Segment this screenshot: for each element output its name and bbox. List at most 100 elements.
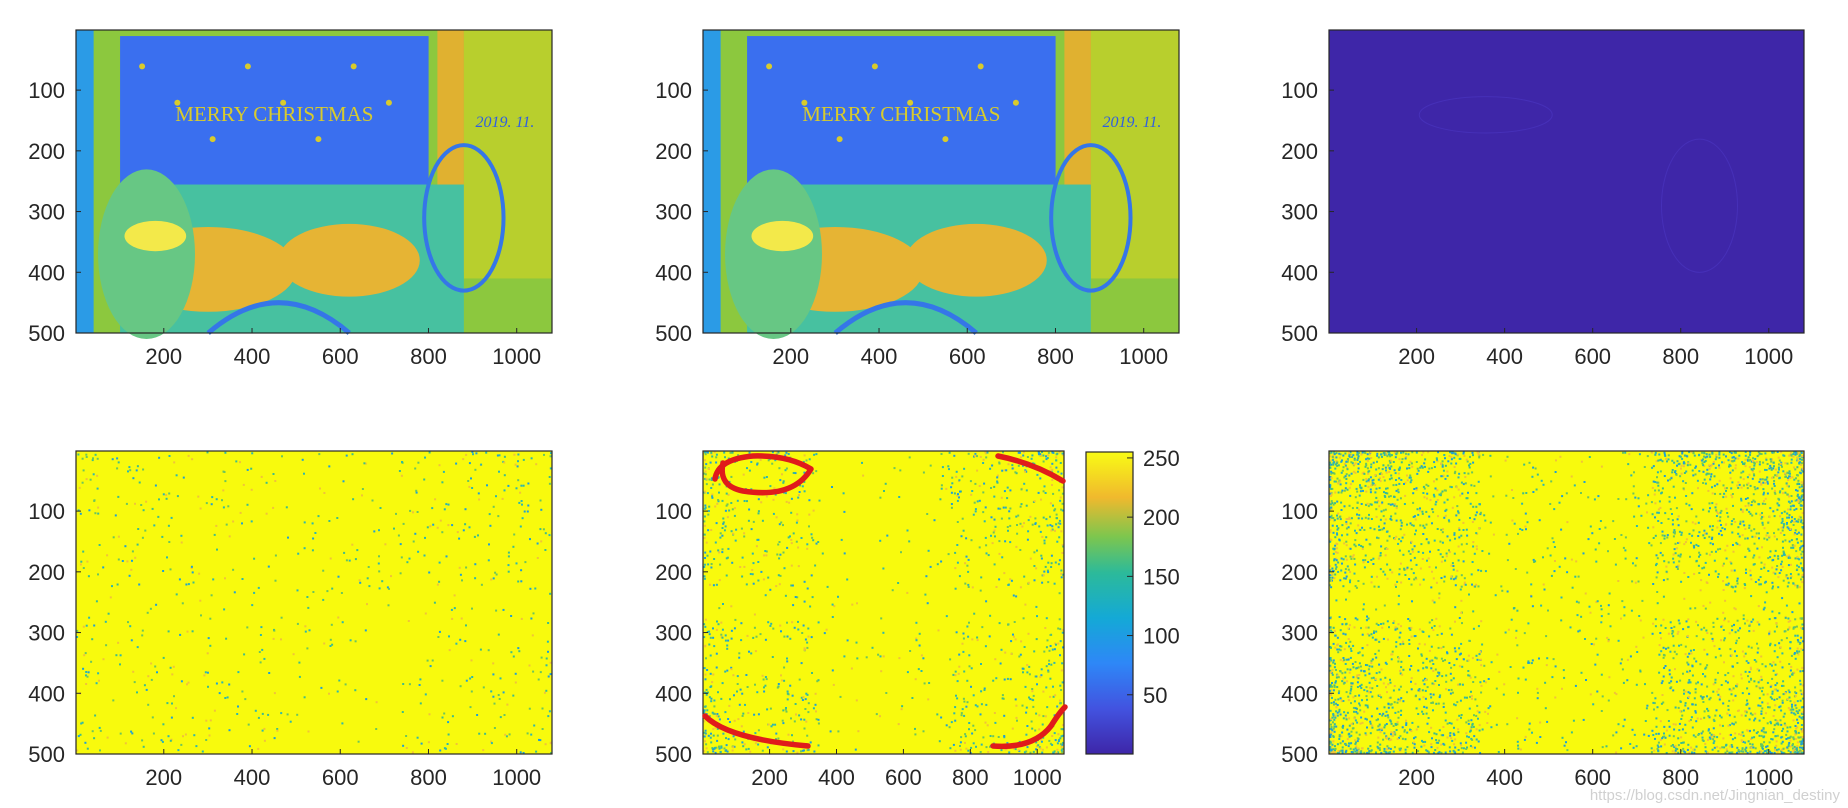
noise-pixel (825, 628, 828, 631)
noise-pixel (162, 656, 165, 659)
noise-pixel (1350, 682, 1353, 685)
noise-pixel (706, 554, 709, 557)
noise-pixel (1356, 506, 1359, 509)
noise-pixel (1691, 751, 1693, 754)
noise-pixel (259, 634, 262, 636)
noise-pixel (753, 613, 756, 616)
noise-pixel (1400, 581, 1403, 584)
noise-pixel (1422, 551, 1425, 554)
y-tick-label: 500 (655, 321, 692, 346)
noise-pixel (948, 468, 950, 471)
noise-pixel (774, 723, 777, 726)
noise-pixel (514, 681, 517, 684)
noise-pixel (1720, 534, 1723, 537)
noise-pixel (1422, 667, 1425, 670)
noise-pixel (1351, 480, 1354, 483)
noise-pixel (1779, 705, 1782, 708)
noise-pixel (1047, 561, 1050, 564)
noise-pixel (1678, 644, 1680, 647)
noise-pixel (167, 524, 170, 527)
noise-pixel (1365, 480, 1368, 483)
noise-pixel (1749, 729, 1751, 732)
noise-pixel (815, 470, 818, 473)
panel-top-middle: MERRY CHRISTMAS 2019. 11.200 400 600 800 1000… (655, 29, 1180, 369)
noise-pixel (1793, 466, 1795, 469)
noise-pixel (721, 636, 724, 639)
noise-pixel (1012, 633, 1014, 636)
noise-pixel (1375, 468, 1378, 471)
noise-pixel (1330, 702, 1333, 704)
noise-pixel (471, 451, 474, 453)
noise-pixel (1042, 460, 1045, 463)
noise-pixel (388, 587, 390, 590)
noise-pixel (1517, 744, 1519, 747)
noise-pixel (764, 638, 767, 641)
noise-pixel (1658, 644, 1661, 647)
noise-pixel (1366, 459, 1369, 462)
noise-pixel (727, 639, 730, 642)
scene-left-strip (76, 30, 94, 333)
noise-pixel (1694, 711, 1697, 714)
noise-pixel (882, 655, 885, 658)
noise-pixel (1061, 751, 1064, 753)
noise-pixel (1474, 746, 1476, 749)
noise-pixel (1685, 620, 1688, 623)
noise-pixel (89, 478, 92, 481)
noise-pixel (1001, 556, 1004, 559)
noise-pixel (1767, 706, 1770, 709)
noise-pixel (1656, 557, 1659, 560)
noise-pixel (741, 575, 744, 578)
noise-pixel (322, 598, 325, 601)
noise-pixel (1400, 461, 1403, 464)
noise-pixel (1771, 581, 1774, 584)
noise-pixel (1791, 611, 1794, 614)
noise-pixel (715, 461, 718, 464)
y-tick-label: 400 (655, 681, 692, 706)
noise-pixel (1676, 460, 1679, 463)
noise-pixel (1051, 451, 1054, 454)
noise-pixel (1801, 740, 1803, 743)
noise-pixel (1344, 571, 1347, 574)
noise-pixel (990, 487, 992, 489)
noise-pixel (1779, 490, 1782, 493)
noise-pixel (81, 721, 84, 724)
noise-pixel (1344, 487, 1347, 490)
noise-pixel (1795, 625, 1798, 628)
noise-pixel (140, 504, 143, 506)
noise-pixel (765, 476, 768, 478)
noise-pixel (1758, 734, 1761, 737)
noise-pixel (1747, 548, 1750, 550)
noise-pixel (1409, 522, 1412, 525)
noise-pixel (1472, 541, 1475, 544)
noise-pixel (1387, 702, 1390, 705)
noise-pixel (1667, 458, 1670, 461)
noise-pixel (1453, 647, 1456, 650)
noise-pixel (453, 594, 456, 597)
noise-pixel (1467, 719, 1470, 722)
noise-pixel (1051, 468, 1054, 471)
noise-pixel (1345, 473, 1348, 476)
noise-pixel (1679, 710, 1682, 713)
noise-pixel (983, 687, 986, 690)
noise-pixel (1800, 626, 1802, 629)
noise-pixel (1049, 645, 1052, 647)
noise-pixel (1377, 747, 1380, 750)
noise-pixel (503, 474, 506, 477)
noise-pixel (117, 461, 120, 464)
noise-pixel (1665, 565, 1668, 568)
noise-pixel (810, 636, 813, 639)
noise-pixel (1034, 523, 1037, 525)
noise-pixel (973, 454, 976, 457)
noise-pixel (424, 536, 426, 539)
noise-pixel (1759, 576, 1762, 578)
noise-pixel (968, 621, 970, 624)
noise-pixel (548, 534, 551, 537)
noise-pixel (1612, 520, 1615, 523)
noise-pixel (1465, 741, 1468, 744)
noise-pixel (1432, 629, 1435, 632)
noise-pixel (1450, 688, 1453, 691)
noise-pixel (1646, 455, 1649, 458)
noise-pixel (1790, 546, 1793, 549)
noise-pixel (710, 566, 713, 569)
